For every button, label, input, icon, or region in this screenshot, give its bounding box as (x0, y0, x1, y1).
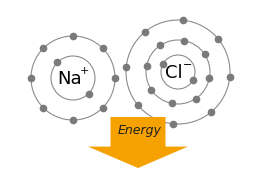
Text: Cl: Cl (165, 64, 183, 82)
Text: −: − (183, 60, 193, 70)
Text: Na: Na (58, 70, 82, 88)
Text: Energy: Energy (118, 124, 162, 137)
Polygon shape (88, 117, 188, 168)
Text: +: + (79, 66, 89, 76)
